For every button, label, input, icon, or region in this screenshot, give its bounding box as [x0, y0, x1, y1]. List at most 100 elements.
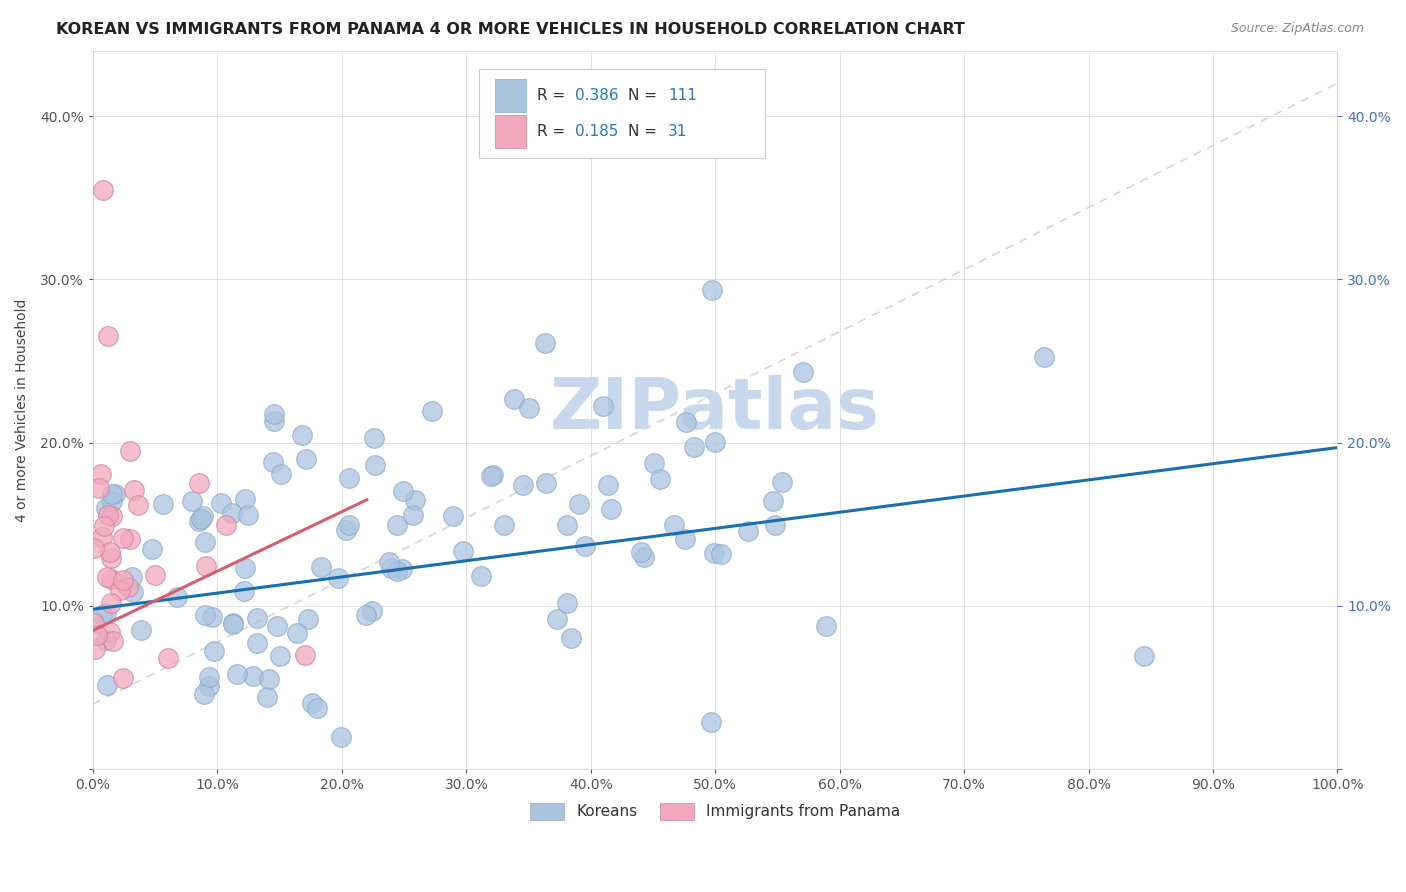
Point	[710, 547, 733, 561]
Point	[191, 508, 214, 523]
Text: 0.386: 0.386	[575, 87, 619, 103]
Point	[112, 671, 135, 685]
Point	[1133, 648, 1156, 663]
Text: 0.185: 0.185	[575, 124, 619, 138]
Point	[84, 641, 107, 656]
Point	[120, 443, 142, 458]
Point	[193, 687, 215, 701]
Point	[90, 467, 112, 481]
Point	[592, 399, 614, 413]
Point	[242, 669, 264, 683]
Point	[91, 531, 114, 545]
Text: 111: 111	[668, 87, 697, 103]
Point	[546, 612, 568, 626]
Point	[762, 494, 785, 508]
Point	[557, 518, 579, 533]
Point	[96, 678, 118, 692]
Point	[387, 564, 409, 578]
Point	[763, 517, 786, 532]
Point	[181, 493, 204, 508]
Point	[131, 623, 153, 637]
Point	[194, 558, 217, 573]
Point	[121, 584, 143, 599]
Point	[141, 541, 163, 556]
Point	[198, 670, 221, 684]
Point	[187, 476, 209, 491]
Point	[270, 467, 292, 481]
Point	[770, 475, 793, 489]
Point	[96, 632, 118, 647]
Point	[503, 392, 526, 407]
Point	[117, 580, 139, 594]
Point	[673, 532, 696, 546]
Point	[337, 471, 360, 485]
Point	[236, 508, 259, 522]
Point	[560, 631, 582, 645]
Point	[534, 475, 557, 490]
Point	[557, 595, 579, 609]
Point	[122, 483, 145, 497]
Point	[127, 498, 149, 512]
Point	[100, 572, 122, 586]
Point	[263, 414, 285, 428]
Point	[574, 539, 596, 553]
Point	[101, 633, 124, 648]
Point	[512, 478, 534, 492]
Legend: Koreans, Immigrants from Panama: Koreans, Immigrants from Panama	[524, 797, 907, 826]
Point	[815, 619, 838, 633]
Point	[682, 440, 704, 454]
Point	[152, 497, 174, 511]
Point	[90, 607, 112, 622]
Text: N =: N =	[628, 87, 662, 103]
Point	[194, 535, 217, 549]
Point	[451, 543, 474, 558]
Point	[441, 508, 464, 523]
Point	[305, 700, 328, 714]
Point	[221, 617, 243, 632]
Point	[269, 649, 291, 664]
Point	[792, 365, 814, 379]
Point	[648, 472, 671, 486]
Point	[700, 715, 723, 730]
Point	[94, 606, 117, 620]
Point	[703, 546, 725, 560]
Point	[121, 570, 143, 584]
Point	[98, 625, 121, 640]
Point	[226, 666, 249, 681]
Point	[100, 494, 122, 508]
Text: ZIPatlas: ZIPatlas	[550, 376, 880, 444]
Point	[100, 596, 122, 610]
Point	[83, 616, 105, 631]
Point	[598, 477, 620, 491]
Point	[311, 560, 333, 574]
Point	[294, 452, 316, 467]
Point	[256, 690, 278, 704]
Point	[190, 512, 212, 526]
Point	[245, 636, 267, 650]
Point	[209, 496, 232, 510]
Point	[404, 493, 426, 508]
Point	[702, 283, 724, 297]
Point	[662, 518, 685, 533]
Point	[568, 497, 591, 511]
Point	[262, 454, 284, 468]
Point	[519, 401, 541, 415]
Point	[198, 679, 221, 693]
Point	[364, 458, 387, 473]
Point	[492, 518, 515, 533]
Point	[335, 523, 357, 537]
Point	[166, 591, 188, 605]
Point	[339, 517, 361, 532]
Point	[534, 335, 557, 350]
Point	[703, 435, 725, 450]
Point	[380, 560, 402, 574]
Point	[470, 568, 492, 582]
Point	[111, 574, 134, 588]
Point	[83, 541, 105, 555]
FancyBboxPatch shape	[495, 115, 526, 148]
Point	[156, 650, 179, 665]
Text: Source: ZipAtlas.com: Source: ZipAtlas.com	[1230, 22, 1364, 36]
Point	[246, 611, 269, 625]
Point	[200, 610, 222, 624]
Point	[420, 404, 443, 418]
